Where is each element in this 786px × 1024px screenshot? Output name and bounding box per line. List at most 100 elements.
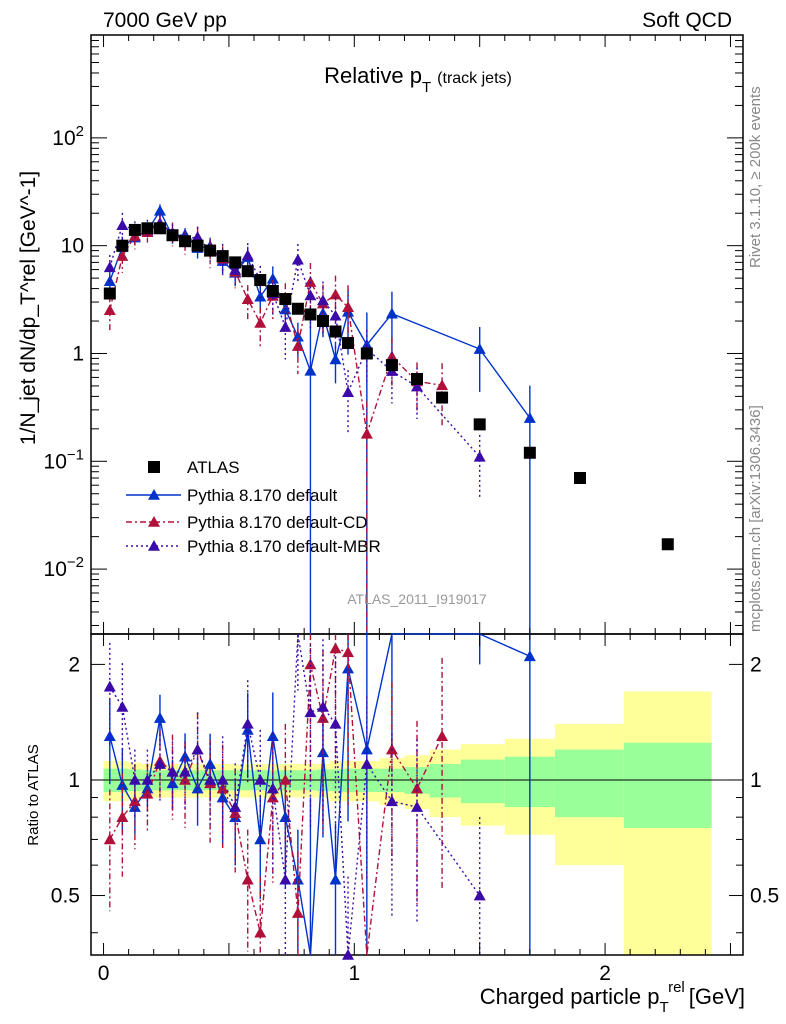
ratio-point [279,873,292,885]
y-tick-label: 1 [72,342,84,365]
ratio-point [329,717,342,729]
mcplots-label: mcplots.cern.ch [arXiv:1306.3436] [747,405,764,632]
ratio-tick-label-left: 0.5 [51,885,80,908]
ratio-point [191,743,204,755]
band-inner [429,764,461,798]
ratio-point [153,712,166,723]
point [304,289,317,301]
ratio-point [266,730,279,742]
y-axis-label: 1/N_jet dN/dp_T^rel [GeV^-1] [17,171,40,445]
legend: ATLAS Pythia 8.170 default Pythia 8.170 de… [126,458,381,556]
ratio-point [304,706,317,718]
ratio-point [116,700,129,712]
ratio-point [229,807,242,818]
series-line [109,222,443,434]
data-point [116,239,129,252]
data-point [436,391,449,404]
header-right: Soft QCD [642,9,732,32]
data-point [473,418,486,431]
x-tick-label: 1 [348,962,360,985]
data-point [385,359,398,372]
analysis-id: ATLAS_2011_I919017 [347,591,487,607]
ratio-tick-label-left: 1 [68,769,80,792]
ratio-tick-label-right: 2 [750,653,762,676]
ratio-tick-label-right: 0.5 [750,885,779,908]
data-point [141,222,154,235]
data-point [329,325,342,338]
y-tick-label: 10 [61,235,84,258]
legend-marker [148,461,160,473]
data-point [523,446,536,459]
legend-label: ATLAS [187,458,240,477]
ratio-line [109,633,531,956]
data-point [166,229,179,242]
data-point [574,471,586,484]
ratio-point [304,658,317,670]
point [473,450,486,462]
point [304,276,317,287]
legend-marker [148,516,160,527]
data-point [229,256,242,269]
ratio-point [241,723,254,735]
y-tick-label: 10−1 [44,446,84,473]
ratio-point [342,949,355,960]
point [342,301,355,312]
data-point [316,315,329,328]
data-point [266,284,279,297]
ratio-point [128,773,141,785]
legend-marker [148,540,160,551]
legend-label: Pythia 8.170 default-CD [187,513,368,532]
data-point [128,223,141,236]
ratio-point [254,773,267,785]
band-inner [554,749,624,818]
data-point [279,293,292,306]
legend-label: Pythia 8.170 default-MBR [187,537,381,556]
data-point [179,235,192,248]
series-layer [103,204,674,960]
ratio-tick-label-right: 1 [750,769,762,792]
series-atlas [103,222,674,551]
y-tick-label: 10−2 [44,554,84,581]
y-tick-label: 102 [52,123,84,150]
band-inner [460,759,505,804]
data-point [411,372,423,385]
ratio-point [216,773,229,785]
ratio-line [109,633,481,956]
series-cd [103,214,449,956]
header-left: 7000 GeV pp [103,9,227,32]
data-point [291,302,304,315]
ratio-point [411,782,423,794]
point [411,380,423,392]
ratio-axis-label: Ratio to ATLAS [25,744,42,845]
data-point [342,337,355,350]
legend-marker [148,489,160,500]
data-point [191,239,204,252]
series-mbr [103,212,486,960]
data-point [360,347,373,360]
legend-label: Pythia 8.170 default [187,486,338,505]
data-point [241,265,254,278]
data-point [661,538,674,551]
ratio-point [116,811,129,822]
ratio-point [241,717,254,729]
rivet-label: Rivet 3.1.10, ≥ 200k events [747,86,764,268]
data-point [103,287,116,300]
ratio-point [179,765,192,777]
ratio-point [436,730,449,742]
ratio-point [229,801,242,812]
data-point [153,222,166,235]
data-point [304,308,317,321]
axis-ticks: 0 1 2 10−2 10−1 1 10 102 0.5 0.5 1 1 2 2 [44,34,779,985]
ratio-point [342,662,355,674]
x-axis-label: Charged particle pTrel [GeV] [480,979,745,1016]
series-line [109,209,531,419]
point [342,386,355,397]
ratio-point [279,773,292,785]
uncertainty-bands [103,691,712,955]
data-point [254,274,267,287]
ratio-point [473,889,486,901]
ratio-point [103,680,116,692]
ratio-tick-label-left: 2 [68,653,80,676]
data-point [216,250,229,263]
